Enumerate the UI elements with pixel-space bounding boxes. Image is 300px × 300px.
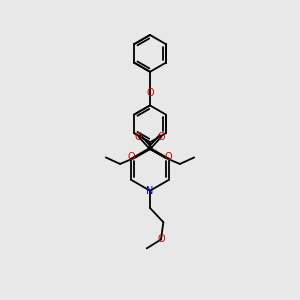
Text: O: O	[128, 152, 135, 162]
Text: O: O	[158, 132, 165, 142]
Text: O: O	[135, 132, 142, 142]
Text: N: N	[146, 186, 154, 196]
Text: O: O	[165, 152, 172, 162]
Text: O: O	[146, 88, 154, 98]
Text: O: O	[157, 235, 165, 244]
